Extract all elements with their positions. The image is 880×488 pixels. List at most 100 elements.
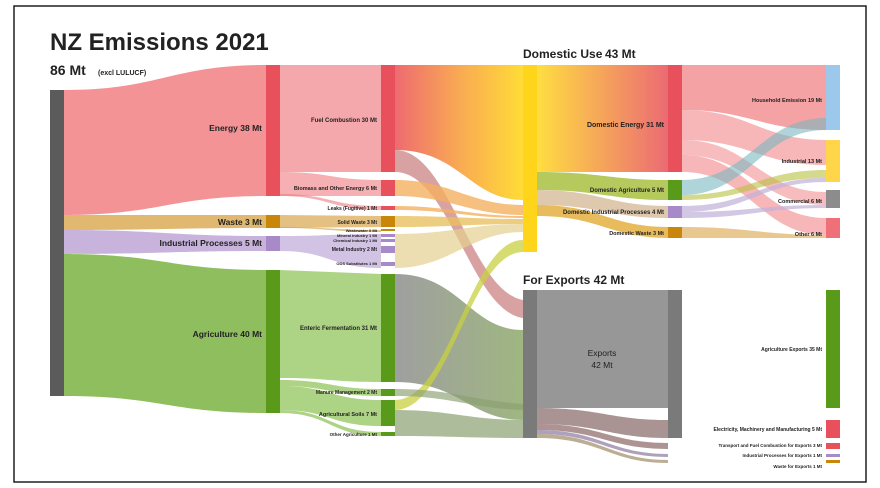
node-domestic-use — [523, 65, 537, 252]
label-energy: Energy 38 Mt — [209, 123, 262, 133]
node-other-agri — [381, 432, 395, 436]
label-other-agri: Other Agriculture 1 Mt — [330, 432, 378, 437]
link-da-household — [682, 118, 826, 195]
label-biomass: Biomass and Other Energy 6 Mt — [294, 186, 377, 192]
node-wastewater — [381, 229, 395, 231]
node-waste-exports — [826, 460, 840, 463]
label-chemical: Chemical Industry 1 Mt — [333, 238, 377, 243]
link-de-commercial — [682, 140, 826, 205]
label-agriculture-exports: Agriculture Exports 35 Mt — [761, 347, 822, 353]
link-biomass-domestic — [395, 180, 523, 215]
link-dw-other — [682, 227, 826, 238]
node-mineral — [381, 234, 395, 237]
link-di-commercial — [682, 205, 826, 218]
link-agri-soils — [280, 386, 381, 426]
node-biomass — [381, 180, 395, 196]
label-transport-exports: Transport and Fuel Combustion for Export… — [718, 443, 822, 448]
link-exp-transport — [537, 424, 668, 449]
node-total — [50, 90, 64, 396]
label-waste: Waste 3 Mt — [218, 217, 262, 227]
label-domestic-energy: Domestic Energy 31 Mt — [587, 122, 665, 129]
label-other-use: Other 6 Mt — [795, 232, 822, 238]
link-total-energy — [64, 65, 266, 215]
label-commercial: Commercial 6 Mt — [778, 199, 822, 205]
link-domuse-agri — [537, 172, 668, 200]
label-domestic-industrial: Domestic Industrial Processes 4 Mt — [563, 210, 664, 216]
node-transport-exports — [826, 443, 840, 449]
node-fuel-combustion — [381, 65, 395, 172]
link-soils-domestic — [395, 240, 523, 410]
link-agri-manure — [280, 380, 381, 396]
node-exports — [523, 290, 537, 438]
link-manure-exports — [395, 389, 523, 410]
label-ods: ODS Substitutes 1 Mt — [336, 261, 377, 266]
link-leaks-domestic — [395, 206, 523, 218]
label-waste-exports: Waste for Exports 1 Mt — [773, 464, 822, 469]
label-mineral: Mineral Industry 1 Mt — [337, 233, 378, 238]
label-domestic-agriculture: Domestic Agriculture 5 Mt — [590, 188, 664, 194]
link-waste-domestic — [395, 216, 523, 227]
node-ods — [381, 262, 395, 266]
node-industrial — [266, 236, 280, 251]
node-agriculture — [266, 270, 280, 413]
link-agri-enteric — [280, 270, 381, 382]
link-exp-ind — [537, 430, 668, 457]
label-domestic-use: Domestic Use — [523, 47, 603, 61]
label-industrial-exports: Industrial Processes for Exports 1 Mt — [742, 453, 822, 458]
link-de-household — [682, 65, 826, 130]
link-energy-biomass — [280, 172, 381, 196]
link-industrial-domestic — [395, 224, 523, 268]
node-industrial-use — [826, 140, 840, 182]
link-agri-exports-small — [395, 410, 523, 438]
link-total-industrial — [64, 230, 266, 254]
label-domestic-waste: Domestic Waste 3 Mt — [609, 231, 664, 237]
link-de-industrial — [682, 110, 826, 165]
node-elec-exports — [826, 420, 840, 438]
label-exports-node-value: 42 Mt — [591, 360, 613, 370]
outer-border — [13, 5, 867, 483]
node-export-split — [668, 290, 682, 438]
label-industrial: Industrial Processes 5 Mt — [159, 238, 262, 248]
link-energy-leaks — [280, 194, 381, 210]
link-agri-other — [280, 410, 381, 436]
node-energy — [266, 65, 280, 196]
link-domuse-waste — [537, 205, 668, 238]
link-total-waste — [64, 215, 266, 230]
node-other-use — [826, 218, 840, 238]
node-commercial — [826, 190, 840, 208]
link-exp-waste — [537, 434, 668, 463]
link-domuse-energy — [537, 65, 668, 172]
link-waste-water — [280, 227, 381, 232]
node-metal — [381, 246, 395, 253]
node-domestic-agriculture — [668, 180, 682, 200]
link-waste-solid — [280, 215, 381, 228]
label-manure: Manure Management 2 Mt — [316, 390, 377, 396]
node-solid-waste — [381, 216, 395, 227]
node-domestic-energy — [668, 65, 682, 172]
label-for-exports: For Exports 42 Mt — [523, 273, 624, 287]
link-da-industrial — [682, 170, 826, 200]
node-domestic-industrial — [668, 206, 682, 218]
node-waste — [266, 215, 280, 228]
page-title: NZ Emissions 2021 — [50, 29, 269, 56]
label-wastewater: Wastewater 0 Mt — [346, 228, 378, 233]
link-domuse-industrial — [537, 190, 668, 218]
link-industrial-split — [280, 234, 381, 268]
node-domestic-waste — [668, 227, 682, 238]
node-soils — [381, 400, 395, 426]
label-elec-exports: Electricity, Machinery and Manufacturing… — [713, 427, 822, 433]
node-industrial-exports — [826, 454, 840, 457]
node-leaks — [381, 206, 395, 210]
label-domestic-use-value: 43 Mt — [605, 47, 636, 61]
total-value: 86 Mt — [50, 62, 86, 78]
link-exp-agri — [537, 290, 668, 408]
label-metal: Metal Industry 2 Mt — [332, 247, 378, 253]
link-di-industrial — [682, 178, 826, 212]
node-enteric — [381, 274, 395, 382]
link-total-agriculture — [64, 254, 266, 413]
label-leaks: Leaks (Fugitive) 1 Mt — [328, 206, 378, 212]
label-enteric: Enteric Fermentation 31 Mt — [300, 326, 377, 332]
label-soils: Agricultural Soils 7 Mt — [319, 412, 377, 418]
link-exp-elec — [537, 408, 668, 438]
